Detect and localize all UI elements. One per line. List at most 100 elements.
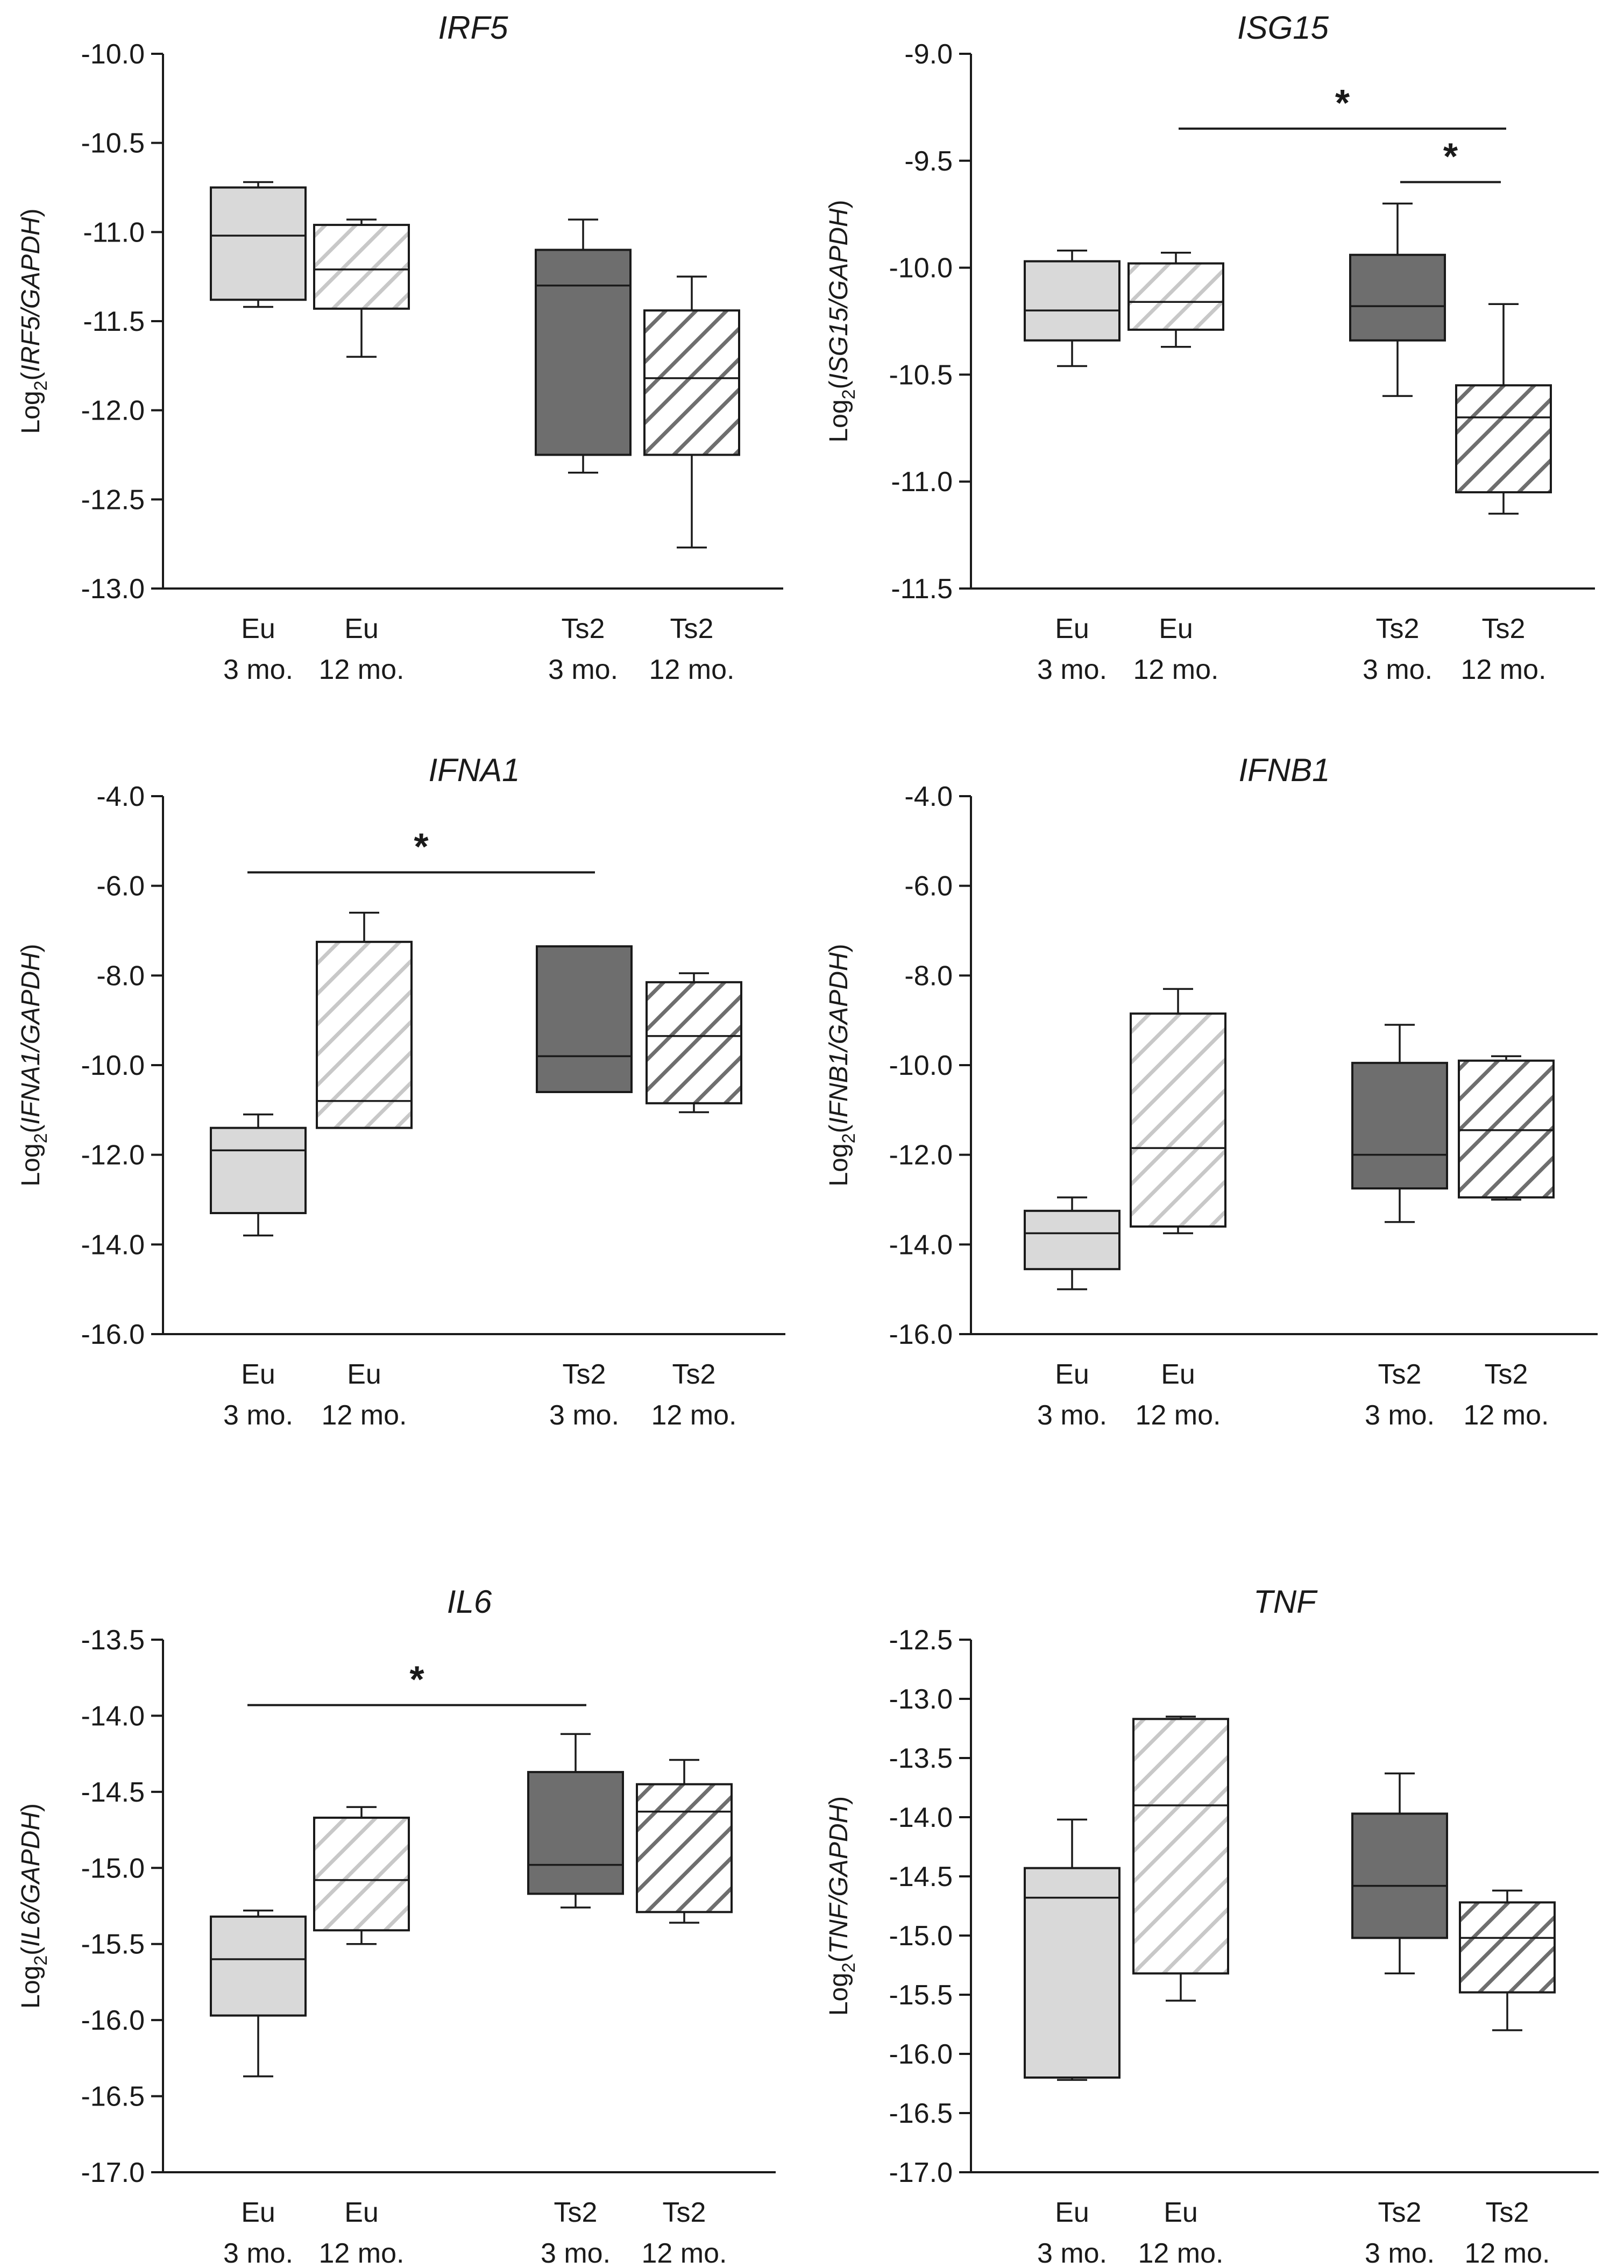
category-sublabel: 12 mo.	[322, 1400, 407, 1431]
chart-title: IL6	[447, 1584, 492, 1620]
category-sublabel: 3 mo.	[223, 2238, 293, 2265]
box-eu-12-mo-	[313, 1806, 410, 1945]
category-sublabel: 12 mo.	[319, 654, 405, 685]
box-iqr	[1459, 1901, 1556, 1994]
box-iqr	[1024, 1209, 1121, 1271]
y-tick-label: -16.5	[81, 2081, 145, 2113]
y-tick-label: -12.0	[889, 1140, 953, 1171]
category-label: Eu	[1055, 2197, 1089, 2228]
chart-title: ISG15	[1237, 10, 1329, 46]
category-sublabel: 3 mo.	[223, 1400, 293, 1431]
category-sublabel: 3 mo.	[541, 2238, 611, 2265]
category-label: Eu	[241, 613, 275, 644]
y-tick-label: -8.0	[96, 960, 145, 991]
box-eu-3-mo-	[210, 1113, 307, 1237]
box-iqr	[316, 940, 413, 1129]
category-sublabel: 3 mo.	[1365, 1400, 1435, 1431]
box-ts2-3-mo-	[536, 945, 633, 1093]
category-label: Eu	[1164, 2197, 1198, 2228]
category-sublabel: 12 mo.	[649, 654, 735, 685]
box-eu-12-mo-	[1130, 988, 1226, 1235]
category-label: Ts2	[1482, 613, 1526, 644]
box-iqr	[1024, 1867, 1121, 2079]
category-label: Ts2	[1376, 613, 1420, 644]
y-tick-label: -13.5	[889, 1743, 953, 1774]
y-axis-label: Log2(IL6/GAPDH)	[17, 1803, 51, 2009]
category-label: Eu	[241, 1359, 275, 1390]
category-label: Ts2	[563, 1359, 606, 1390]
chart-title: TNF	[1253, 1584, 1318, 1620]
box-ts2-3-mo-	[1351, 1024, 1448, 1223]
y-tick-label: -10.0	[889, 1050, 953, 1081]
chart-panel-ifna1: IFNA1 -4.0 -6.0 -8.0 -10.0 -12.0 -14.0 -16.0 Log…	[17, 752, 785, 1431]
y-tick-label: -14.0	[81, 1700, 145, 1732]
category-sublabel: 12 mo.	[1461, 654, 1547, 685]
box-iqr	[1130, 1012, 1226, 1228]
y-tick-label: -17.0	[889, 2157, 953, 2188]
category-sublabel: 12 mo.	[642, 2238, 727, 2265]
box-ts2-12-mo-	[1458, 1055, 1555, 1201]
category-label: Ts2	[670, 613, 714, 644]
y-axis-label: Log2(IFNA1/GAPDH)	[17, 944, 51, 1186]
significance-star: *	[1443, 136, 1458, 178]
y-tick-label: -10.0	[889, 253, 953, 284]
box-eu-3-mo-	[1024, 1196, 1121, 1291]
category-label: Eu	[344, 613, 379, 644]
y-tick-label: -16.0	[81, 2005, 145, 2036]
y-tick-label: -12.0	[81, 395, 145, 427]
category-label: Eu	[1055, 1359, 1089, 1390]
box-iqr	[636, 1783, 733, 1913]
box-eu-12-mo-	[1132, 1716, 1229, 2002]
box-iqr	[1349, 253, 1446, 342]
y-axis-label: Log2(IRF5/GAPDH)	[17, 208, 51, 434]
box-ts2-3-mo-	[1351, 1772, 1448, 1975]
box-iqr	[210, 1915, 307, 2017]
category-sublabel: 12 mo.	[1464, 1400, 1549, 1431]
chart-panel-il6: IL6 -13.5 -14.0 -14.5 -15.0 -15.5 -16.0 -16.5 -1…	[17, 1584, 776, 2268]
category-sublabel: 3 mo.	[1037, 654, 1107, 685]
chart-title: IFNB1	[1238, 752, 1330, 788]
box-eu-3-mo-	[210, 1909, 307, 2078]
y-axis-label: Log2(TNF/GAPDH)	[825, 1796, 859, 2016]
y-tick-label: -15.5	[81, 1929, 145, 1960]
chart-panel-irf5: IRF5 -10.0 -10.5 -11.0 -11.5 -12.0 -12.5 -13.0 L…	[17, 10, 783, 685]
y-tick-label: -14.0	[889, 1229, 953, 1260]
box-iqr	[1127, 262, 1224, 331]
y-tick-label: -12.5	[889, 1625, 953, 1656]
category-sublabel: 3 mo.	[1365, 2238, 1435, 2265]
category-sublabel: 3 mo.	[1037, 1400, 1107, 1431]
y-tick-label: -9.5	[904, 146, 953, 177]
y-tick-label: -9.0	[904, 39, 953, 70]
box-iqr	[210, 186, 307, 301]
box-iqr	[1455, 384, 1552, 494]
box-ts2-12-mo-	[1459, 1889, 1556, 2031]
y-tick-label: -16.0	[81, 1319, 145, 1350]
category-sublabel: 12 mo.	[651, 1400, 737, 1431]
y-tick-label: -10.5	[889, 359, 953, 391]
category-sublabel: 3 mo.	[223, 654, 293, 685]
y-tick-label: -11.5	[83, 306, 145, 337]
y-tick-label: -4.0	[904, 781, 953, 812]
y-tick-label: -10.0	[81, 39, 145, 70]
box-ts2-12-mo-	[636, 1759, 733, 1924]
box-ts2-12-mo-	[1455, 303, 1552, 515]
category-sublabel: 12 mo.	[319, 2238, 405, 2265]
y-tick-label: -14.0	[81, 1229, 145, 1260]
y-tick-label: -15.0	[81, 1853, 145, 1884]
box-iqr	[1024, 260, 1121, 342]
chart-title: IRF5	[438, 10, 508, 46]
box-iqr	[1132, 1718, 1229, 1975]
significance-star: *	[409, 1659, 424, 1700]
box-iqr	[210, 1126, 307, 1215]
category-sublabel: 12 mo.	[1133, 654, 1219, 685]
y-tick-label: -15.5	[889, 1980, 953, 2011]
category-label: Ts2	[1486, 2197, 1529, 2228]
box-ts2-3-mo-	[1349, 202, 1446, 397]
box-iqr	[646, 981, 742, 1104]
y-tick-label: -16.0	[889, 2039, 953, 2070]
box-eu-12-mo-	[313, 218, 410, 358]
box-iqr	[313, 1816, 410, 1932]
category-label: Eu	[241, 2197, 275, 2228]
